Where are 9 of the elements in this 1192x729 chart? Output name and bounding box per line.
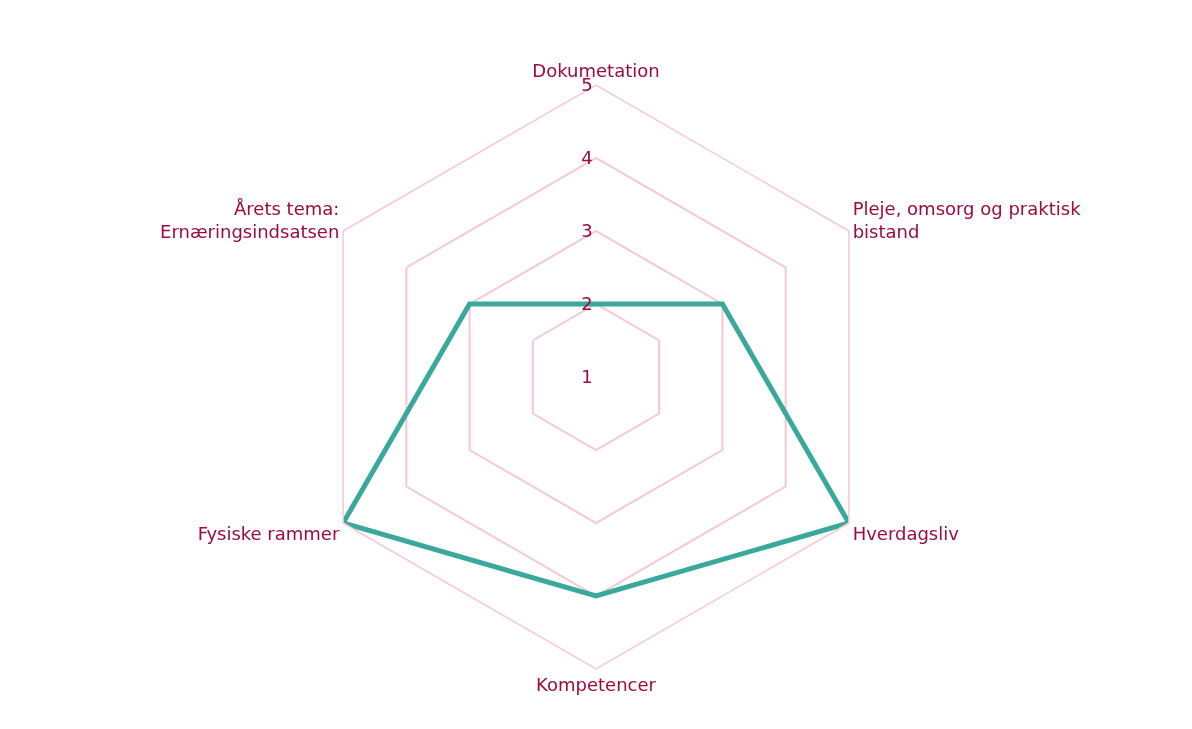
y-tick-label: 1 xyxy=(581,365,593,387)
spoke-label: Hverdagsliv xyxy=(852,522,960,544)
y-tick-label: 2 xyxy=(581,292,593,314)
y-tick-label: 4 xyxy=(581,146,593,168)
spoke-label: Kompetencer xyxy=(536,674,657,696)
spoke-label: Årets tema: Ernæringsindsatsen xyxy=(160,197,340,243)
y-tick-label: 3 xyxy=(581,219,593,241)
spoke-label: Fysiske rammer xyxy=(197,522,340,544)
spoke-label: Pleje, omsorg og praktisk bistand xyxy=(852,197,1082,243)
